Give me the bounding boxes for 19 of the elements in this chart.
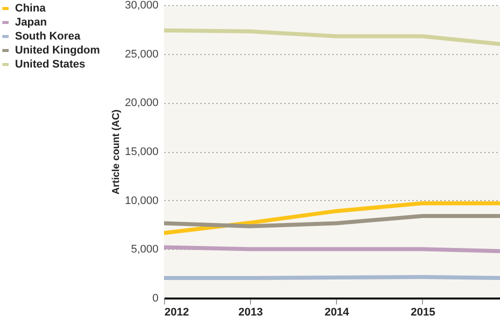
- x-tick-label: 2015: [410, 306, 436, 318]
- x-tick-label: 2012: [164, 306, 189, 318]
- legend-label: South Korea: [15, 30, 82, 42]
- line-series: [164, 28, 500, 46]
- x-tick-label: 2013: [238, 306, 263, 318]
- line-series: [164, 201, 500, 236]
- y-tick-label: 15,000: [124, 146, 158, 158]
- legend-label: Japan: [15, 16, 48, 28]
- y-tick-label: 10,000: [124, 194, 158, 207]
- y-tick-label: 25,000: [124, 48, 158, 60]
- legend-label: United Kingdom: [15, 44, 100, 56]
- legend-label: China: [15, 2, 46, 14]
- y-tick-label: 0: [152, 292, 158, 304]
- legend-label: United States: [15, 58, 86, 70]
- x-tick-label: 2014: [324, 306, 350, 318]
- y-tick-label: 20,000: [124, 97, 158, 110]
- y-tick-label: 5,000: [130, 244, 158, 256]
- y-tick-label: 30,000: [124, 0, 158, 12]
- y-axis-title: Article count (AC): [110, 110, 122, 194]
